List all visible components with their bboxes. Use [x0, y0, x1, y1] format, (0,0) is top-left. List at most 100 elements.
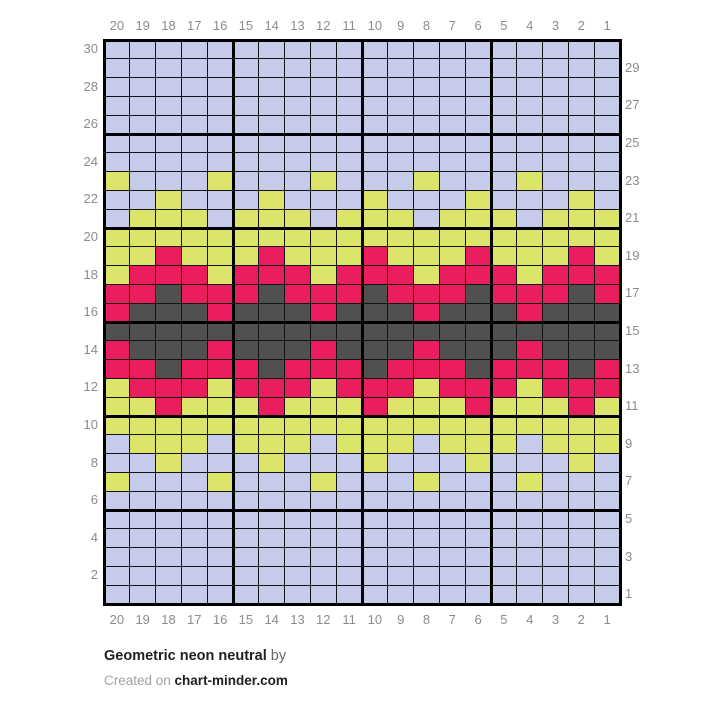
grid-cell[interactable] — [362, 96, 389, 117]
grid-cell[interactable] — [207, 58, 234, 79]
grid-cell[interactable] — [155, 434, 183, 455]
grid-cell[interactable] — [104, 378, 131, 399]
grid-cell[interactable] — [413, 453, 441, 474]
grid-cell[interactable] — [594, 284, 621, 305]
grid-cell[interactable] — [207, 40, 234, 60]
grid-cell[interactable] — [516, 491, 544, 511]
grid-cell[interactable] — [387, 340, 415, 361]
grid-cell[interactable] — [516, 528, 544, 549]
grid-cell[interactable] — [439, 303, 467, 323]
grid-cell[interactable] — [387, 510, 415, 530]
grid-cell[interactable] — [594, 378, 621, 399]
grid-cell[interactable] — [413, 434, 441, 455]
grid-cell[interactable] — [104, 322, 131, 342]
grid-cell[interactable] — [233, 190, 260, 211]
grid-cell[interactable] — [594, 40, 621, 60]
grid-cell[interactable] — [439, 528, 467, 549]
grid-cell[interactable] — [129, 209, 157, 229]
grid-cell[interactable] — [516, 115, 544, 135]
grid-cell[interactable] — [542, 171, 570, 192]
grid-cell[interactable] — [491, 453, 518, 474]
grid-cell[interactable] — [104, 77, 131, 98]
grid-cell[interactable] — [258, 566, 286, 587]
grid-cell[interactable] — [155, 134, 183, 154]
grid-cell[interactable] — [465, 547, 492, 568]
grid-cell[interactable] — [439, 58, 467, 79]
grid-cell[interactable] — [233, 284, 260, 305]
grid-cell[interactable] — [594, 491, 621, 511]
grid-cell[interactable] — [336, 547, 363, 568]
grid-cell[interactable] — [439, 265, 467, 286]
grid-cell[interactable] — [516, 585, 544, 605]
grid-cell[interactable] — [465, 96, 492, 117]
grid-cell[interactable] — [465, 472, 492, 493]
grid-cell[interactable] — [181, 547, 209, 568]
grid-cell[interactable] — [181, 303, 209, 323]
grid-cell[interactable] — [284, 96, 312, 117]
grid-cell[interactable] — [516, 96, 544, 117]
grid-cell[interactable] — [284, 77, 312, 98]
grid-cell[interactable] — [491, 397, 518, 417]
grid-cell[interactable] — [568, 322, 596, 342]
grid-cell[interactable] — [336, 134, 363, 154]
grid-cell[interactable] — [310, 77, 338, 98]
grid-cell[interactable] — [129, 378, 157, 399]
grid-cell[interactable] — [258, 397, 286, 417]
grid-cell[interactable] — [516, 134, 544, 154]
grid-cell[interactable] — [129, 510, 157, 530]
grid-cell[interactable] — [362, 190, 389, 211]
grid-cell[interactable] — [413, 528, 441, 549]
grid-cell[interactable] — [387, 322, 415, 342]
grid-cell[interactable] — [310, 528, 338, 549]
grid-cell[interactable] — [310, 491, 338, 511]
grid-cell[interactable] — [233, 340, 260, 361]
grid-cell[interactable] — [362, 209, 389, 229]
grid-cell[interactable] — [284, 397, 312, 417]
grid-cell[interactable] — [413, 510, 441, 530]
grid-cell[interactable] — [594, 510, 621, 530]
grid-cell[interactable] — [207, 585, 234, 605]
grid-cell[interactable] — [439, 378, 467, 399]
grid-cell[interactable] — [284, 434, 312, 455]
grid-cell[interactable] — [542, 303, 570, 323]
grid-cell[interactable] — [387, 134, 415, 154]
grid-cell[interactable] — [155, 40, 183, 60]
grid-cell[interactable] — [181, 340, 209, 361]
grid-cell[interactable] — [207, 284, 234, 305]
grid-cell[interactable] — [491, 416, 518, 436]
grid-cell[interactable] — [491, 472, 518, 493]
grid-cell[interactable] — [413, 228, 441, 248]
grid-cell[interactable] — [233, 378, 260, 399]
grid-cell[interactable] — [284, 171, 312, 192]
grid-cell[interactable] — [336, 171, 363, 192]
grid-cell[interactable] — [310, 397, 338, 417]
grid-cell[interactable] — [594, 340, 621, 361]
grid-cell[interactable] — [181, 152, 209, 173]
grid-cell[interactable] — [594, 322, 621, 342]
grid-cell[interactable] — [207, 77, 234, 98]
grid-cell[interactable] — [439, 152, 467, 173]
grid-cell[interactable] — [104, 115, 131, 135]
grid-cell[interactable] — [155, 96, 183, 117]
grid-cell[interactable] — [155, 472, 183, 493]
grid-cell[interactable] — [568, 152, 596, 173]
grid-cell[interactable] — [542, 284, 570, 305]
grid-cell[interactable] — [362, 585, 389, 605]
grid-cell[interactable] — [439, 434, 467, 455]
grid-cell[interactable] — [362, 547, 389, 568]
grid-cell[interactable] — [104, 190, 131, 211]
grid-cell[interactable] — [413, 378, 441, 399]
grid-cell[interactable] — [155, 416, 183, 436]
grid-cell[interactable] — [491, 284, 518, 305]
grid-cell[interactable] — [387, 566, 415, 587]
grid-cell[interactable] — [387, 397, 415, 417]
grid-cell[interactable] — [207, 115, 234, 135]
grid-cell[interactable] — [233, 585, 260, 605]
grid-cell[interactable] — [310, 359, 338, 380]
grid-cell[interactable] — [491, 190, 518, 211]
grid-cell[interactable] — [181, 171, 209, 192]
grid-cell[interactable] — [542, 453, 570, 474]
grid-cell[interactable] — [310, 585, 338, 605]
grid-cell[interactable] — [568, 378, 596, 399]
grid-cell[interactable] — [413, 96, 441, 117]
